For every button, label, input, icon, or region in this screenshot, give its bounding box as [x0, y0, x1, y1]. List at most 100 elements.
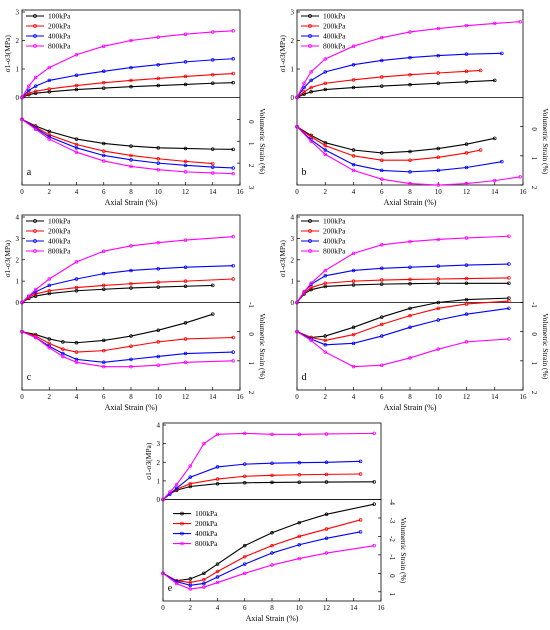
data-point [101, 360, 106, 365]
data-point [500, 51, 504, 56]
data-point [507, 281, 511, 286]
data-point [129, 78, 133, 83]
y-tick-label-left: 2 [291, 37, 295, 45]
data-point [243, 554, 247, 559]
data-point [74, 277, 79, 281]
data-point [202, 578, 206, 582]
data-point [174, 486, 179, 491]
data-point [436, 183, 441, 187]
x-tick-label: 10 [155, 188, 163, 196]
panel-label: a [27, 167, 32, 178]
data-point [231, 277, 235, 281]
y-tick-label-right: 0 [530, 332, 538, 336]
data-point [215, 562, 220, 566]
data-point [27, 294, 31, 298]
data-point [309, 139, 313, 144]
data-point [380, 151, 384, 155]
data-point [270, 551, 274, 555]
data-point [324, 512, 329, 517]
data-point [33, 294, 38, 298]
data-point [231, 71, 235, 76]
series-line-200kPa-volumetric [21, 331, 234, 353]
data-point [156, 340, 161, 344]
data-point [464, 52, 469, 56]
data-point [47, 129, 51, 134]
legend-label: 100kPa [48, 12, 71, 21]
data-point [493, 78, 497, 83]
y-axis-label-left: σ1-σ3(MPa) [3, 35, 12, 73]
data-point [351, 62, 356, 67]
data-point [436, 318, 441, 322]
data-point [129, 344, 133, 349]
data-point [231, 234, 235, 239]
data-point [372, 543, 376, 548]
x-tick-label: 0 [20, 393, 24, 401]
y-tick-label-left: 0 [291, 299, 295, 307]
y-tick-label-right: -2 [388, 536, 396, 542]
data-point [129, 286, 133, 290]
x-tick-label: 6 [102, 188, 106, 196]
data-point [351, 154, 356, 158]
legend-label: 400kPa [323, 237, 346, 246]
legend-marker [33, 24, 37, 28]
data-point [47, 132, 51, 137]
x-tick-label: 0 [161, 604, 165, 612]
y-axis-label-right: Volumetric Strain (%) [258, 313, 267, 380]
data-point [464, 276, 469, 281]
data-point [183, 360, 188, 365]
data-point [351, 85, 356, 90]
x-axis-label: Axial Strain (%) [384, 198, 437, 207]
x-tick-label: 12 [182, 188, 190, 196]
data-point [161, 497, 165, 502]
series-line-800kPa-volumetric [296, 331, 509, 368]
data-point [33, 75, 38, 80]
data-point [464, 151, 469, 155]
data-point [408, 277, 412, 282]
data-point [101, 80, 106, 85]
data-point [380, 177, 384, 181]
data-point [493, 178, 497, 183]
data-point [231, 359, 235, 363]
series-line-400kPa-volumetric [296, 307, 509, 346]
data-point [380, 35, 384, 40]
data-point [74, 150, 79, 154]
data-point [33, 84, 38, 88]
legend-label: 100kPa [323, 12, 346, 21]
data-point [270, 563, 274, 567]
x-tick-label: 16 [378, 604, 386, 612]
y-tick-label-left: 1 [291, 66, 295, 74]
legend-label: 800kPa [323, 247, 346, 256]
y-tick-label-left: 2 [157, 459, 161, 467]
data-point [74, 146, 79, 150]
x-tick-label: 4 [216, 604, 220, 612]
y-tick-label-left: 3 [291, 9, 295, 17]
data-point [297, 542, 302, 547]
series-line-100kPa-deviator [21, 284, 213, 303]
data-point [323, 143, 328, 148]
y-axis-label-left: σ1-σ3(MPa) [144, 442, 153, 480]
data-point [408, 306, 412, 311]
legend-label: 200kPa [323, 22, 346, 31]
x-tick-label: 14 [491, 188, 499, 196]
data-point [309, 285, 313, 290]
data-point [351, 283, 356, 287]
x-tick-label: 2 [324, 393, 328, 401]
data-point [436, 81, 441, 85]
series-line-800kPa-deviator [162, 432, 375, 500]
legend-marker [308, 44, 312, 48]
data-point [323, 274, 328, 278]
data-point [493, 21, 497, 26]
x-tick-label: 10 [435, 188, 443, 196]
legend-label: 200kPa [48, 227, 71, 236]
data-point [309, 70, 313, 74]
data-point [351, 148, 356, 152]
data-point [436, 168, 441, 173]
data-point [358, 518, 363, 522]
data-point [507, 337, 511, 341]
data-point [101, 149, 106, 153]
data-point [380, 334, 384, 338]
data-point [323, 281, 328, 286]
x-tick-label: 12 [182, 393, 190, 401]
data-point [74, 73, 79, 78]
data-point [309, 281, 313, 286]
